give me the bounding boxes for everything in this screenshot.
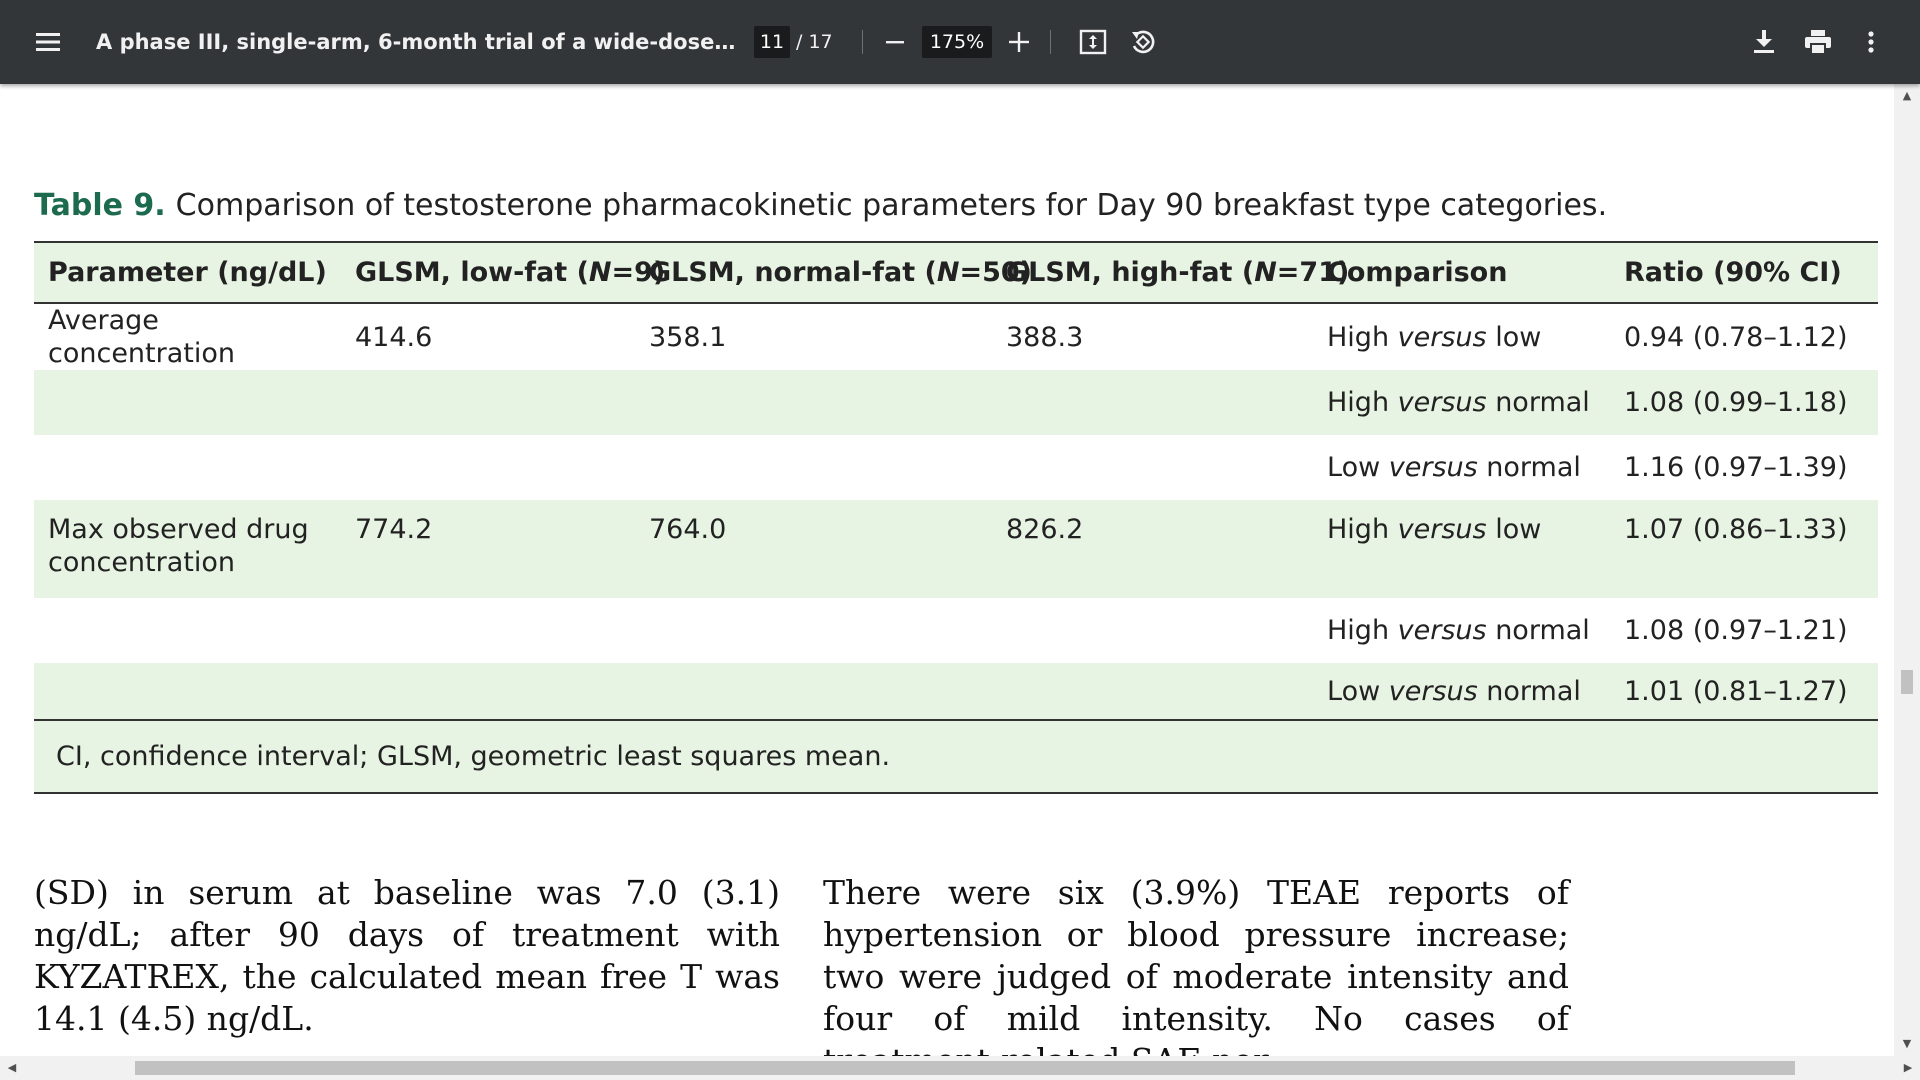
menu-icon[interactable]: [30, 0, 66, 84]
horizontal-scrollbar[interactable]: ◀ ▶: [0, 1056, 1920, 1080]
pk-table-grid: Parameter (ng/dL) GLSM, low-fat (N=9) GL…: [34, 243, 1878, 719]
cell-parameter: [34, 663, 341, 719]
table-caption: Table 9. Comparison of testosterone pharm…: [34, 188, 1607, 223]
table-row: High versus normal 1.08 (0.99–1.18): [34, 370, 1878, 435]
pk-table: Parameter (ng/dL) GLSM, low-fat (N=9) GL…: [34, 241, 1878, 794]
page-number-input[interactable]: 11: [754, 26, 790, 58]
cell-low-fat: 414.6: [355, 321, 433, 353]
cell-high-fat: 388.3: [1006, 321, 1084, 353]
header-normal-fat: GLSM, normal-fat (N=50): [635, 243, 1032, 304]
document-viewport[interactable]: Table 9. Comparison of testosterone pharm…: [0, 84, 1894, 1056]
print-icon[interactable]: [1800, 0, 1836, 84]
table-caption-label: Table 9.: [34, 188, 166, 223]
cell-normal-fat: [635, 435, 992, 500]
cell-high-fat: [992, 663, 1313, 719]
header-comparison: Comparison: [1313, 243, 1610, 304]
cell-comparison: High versus normal: [1313, 370, 1610, 435]
zoom-level-input[interactable]: 175%: [922, 26, 992, 58]
cell-comparison: High versus low: [1327, 321, 1542, 353]
header-high-fat: GLSM, high-fat (N=71): [992, 243, 1349, 304]
table-header-row: Parameter (ng/dL) GLSM, low-fat (N=9) GL…: [34, 243, 1878, 304]
rotate-icon[interactable]: [1126, 0, 1160, 84]
table-row: Max observed drug concentration 774.2 76…: [34, 500, 1878, 598]
scroll-down-arrow-icon[interactable]: ▼: [1902, 1037, 1912, 1050]
cell-normal-fat: [635, 370, 992, 435]
header-ratio: Ratio (90% CI): [1610, 243, 1878, 304]
cell-comparison: High versus normal: [1327, 615, 1590, 646]
cell-comparison: High versus low: [1313, 500, 1610, 598]
horizontal-scroll-thumb[interactable]: [135, 1061, 1795, 1075]
vertical-scrollbar[interactable]: ▲ ▼: [1894, 84, 1920, 1056]
cell-ratio: 0.94 (0.78–1.12): [1624, 321, 1848, 353]
scroll-right-arrow-icon[interactable]: ▶: [1903, 1061, 1913, 1074]
cell-low-fat: [341, 435, 635, 500]
cell-low-fat: [341, 370, 635, 435]
body-text-right-column: There were six (3.9%) TEAE reports of hy…: [823, 873, 1569, 1056]
cell-comparison: Low versus normal: [1327, 452, 1581, 483]
cell-normal-fat: [635, 663, 992, 719]
cell-normal-fat: 764.0: [635, 500, 992, 598]
cell-low-fat: 774.2: [341, 500, 635, 598]
cell-high-fat: [992, 370, 1313, 435]
zoom-in-icon[interactable]: [1004, 0, 1034, 84]
page-total: / 17: [796, 31, 833, 53]
table-caption-text: Comparison of testosterone pharmacokinet…: [175, 188, 1608, 223]
cell-high-fat: [992, 598, 1313, 663]
cell-normal-fat: 358.1: [649, 321, 727, 353]
more-vert-icon[interactable]: [1856, 0, 1886, 84]
table-row: High versus normal 1.08 (0.97–1.21): [34, 598, 1878, 663]
zoom-out-icon[interactable]: [880, 0, 910, 84]
body-text-left-column: (SD) in serum at baseline was 7.0 (3.1) …: [34, 873, 780, 1038]
cell-ratio: 1.01 (0.81–1.27): [1610, 663, 1878, 719]
cell-parameter: [34, 435, 341, 500]
pdf-toolbar: A phase III, single-arm, 6-month trial o…: [0, 0, 1920, 84]
cell-ratio: 1.08 (0.97–1.21): [1624, 615, 1848, 646]
header-parameter: Parameter (ng/dL): [34, 243, 341, 304]
cell-low-fat: [341, 663, 635, 719]
scroll-up-arrow-icon[interactable]: ▲: [1902, 89, 1912, 102]
cell-comparison: Low versus normal: [1313, 663, 1610, 719]
cell-low-fat: [341, 598, 635, 663]
toolbar-divider: [1050, 30, 1051, 54]
fit-to-page-icon[interactable]: [1076, 0, 1110, 84]
table-row: Low versus normal 1.16 (0.97–1.39): [34, 435, 1878, 500]
table-row: Low versus normal 1.01 (0.81–1.27): [34, 663, 1878, 719]
toolbar-divider: [862, 30, 863, 54]
header-low-fat: GLSM, low-fat (N=9): [341, 243, 665, 304]
cell-parameter: Max observed drug concentration: [34, 500, 341, 598]
vertical-scroll-thumb[interactable]: [1901, 670, 1913, 694]
cell-ratio: 1.07 (0.86–1.33): [1610, 500, 1878, 598]
cell-ratio: 1.08 (0.99–1.18): [1610, 370, 1878, 435]
table-footnote: CI, confidence interval; GLSM, geometric…: [34, 719, 1878, 792]
cell-high-fat: 826.2: [992, 500, 1313, 598]
cell-parameter: Average concentration: [48, 305, 235, 369]
cell-high-fat: [992, 435, 1313, 500]
cell-parameter: [34, 370, 341, 435]
cell-parameter: [34, 598, 341, 663]
cell-ratio: 1.16 (0.97–1.39): [1624, 452, 1848, 483]
table-row: Average concentration 414.6 358.1 388.3 …: [34, 303, 1878, 370]
scroll-left-arrow-icon[interactable]: ◀: [7, 1061, 17, 1074]
cell-normal-fat: [635, 598, 992, 663]
download-icon[interactable]: [1748, 0, 1780, 84]
document-title: A phase III, single-arm, 6-month trial o…: [96, 30, 736, 54]
